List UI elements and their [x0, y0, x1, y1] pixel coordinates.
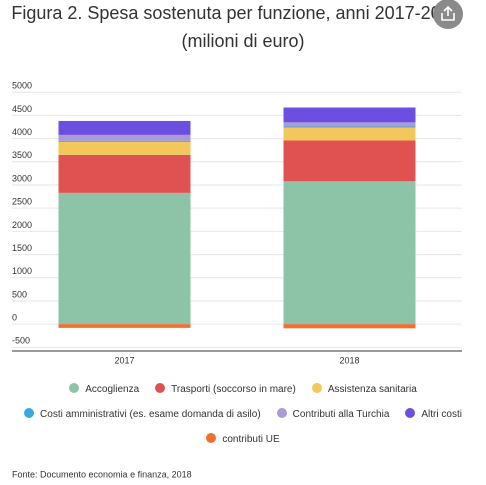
y-tick-label: -500 — [12, 336, 30, 346]
legend-swatch — [311, 383, 322, 393]
legend-swatch — [276, 408, 287, 418]
y-tick-label: 5000 — [12, 81, 32, 91]
bar-segment — [283, 181, 416, 325]
legend-label: Accoglienza — [85, 384, 140, 395]
bar-segment — [58, 192, 191, 325]
bar-segment — [58, 324, 191, 328]
legend-item: Trasporti (soccorso in mare) — [155, 383, 296, 395]
legend-swatch — [155, 383, 166, 393]
bar-segment — [58, 140, 191, 142]
bar-segment — [58, 134, 191, 141]
share-icon — [441, 5, 455, 21]
legend-item: Accoglienza — [69, 383, 139, 395]
legend-item: Altri costi — [405, 408, 462, 420]
y-tick-label: 3000 — [12, 173, 32, 183]
bar-segment — [58, 120, 191, 135]
y-tick-label: 2500 — [12, 197, 32, 207]
legend-item: Assistenza sanitaria — [311, 383, 417, 395]
legend-swatch — [405, 408, 416, 418]
chart-title: Figura 2. Spesa sostenuta per funzione, … — [11, 3, 460, 23]
x-tick-label: 2017 — [114, 355, 134, 365]
source: Fonte: Documento economia e finanza, 201… — [12, 469, 192, 479]
legend-row: contributi UE — [0, 433, 486, 445]
bar-segment — [283, 126, 416, 128]
bar-segment — [58, 141, 191, 155]
bar-segment — [283, 122, 416, 127]
legend-label: Assistenza sanitaria — [327, 384, 417, 395]
legend-label: Altri costi — [421, 409, 462, 420]
y-tick-label: 0 — [12, 313, 17, 323]
bar-segment — [283, 324, 416, 329]
y-tick-label: 4500 — [12, 104, 32, 114]
legend-row: Accoglienza Trasporti (soccorso in mare) A… — [0, 383, 486, 395]
bar-segment — [283, 107, 416, 123]
bar-segment — [58, 154, 191, 193]
x-tick-label: 2018 — [339, 355, 359, 365]
bar-segment — [283, 127, 416, 141]
y-tick-label: 2000 — [12, 220, 32, 230]
legend-label: Trasporti (soccorso in mare) — [171, 384, 296, 395]
legend-label: Contributi alla Turchia — [292, 409, 390, 420]
y-tick-label: 1500 — [12, 243, 32, 253]
chart-subtitle: (milioni di euro) — [181, 31, 304, 51]
legend-item: contributi UE — [206, 433, 280, 445]
legend-label: Costi amministrativi (es. esame domanda … — [40, 409, 261, 420]
legend-swatch — [206, 433, 217, 443]
y-tick-label: 1000 — [12, 266, 32, 276]
legend-item: Contributi alla Turchia — [276, 408, 390, 420]
y-tick-label: 500 — [12, 289, 27, 299]
legend-label: contributi UE — [222, 434, 280, 445]
legend-swatch — [24, 408, 35, 418]
legend-item: Costi amministrativi (es. esame domanda … — [24, 408, 261, 420]
legend-row: Costi amministrativi (es. esame domanda … — [0, 408, 486, 420]
y-tick-label: 3500 — [12, 150, 32, 160]
bar-segment — [283, 140, 416, 182]
y-tick-label: 4000 — [12, 127, 32, 137]
legend-swatch — [69, 383, 80, 393]
